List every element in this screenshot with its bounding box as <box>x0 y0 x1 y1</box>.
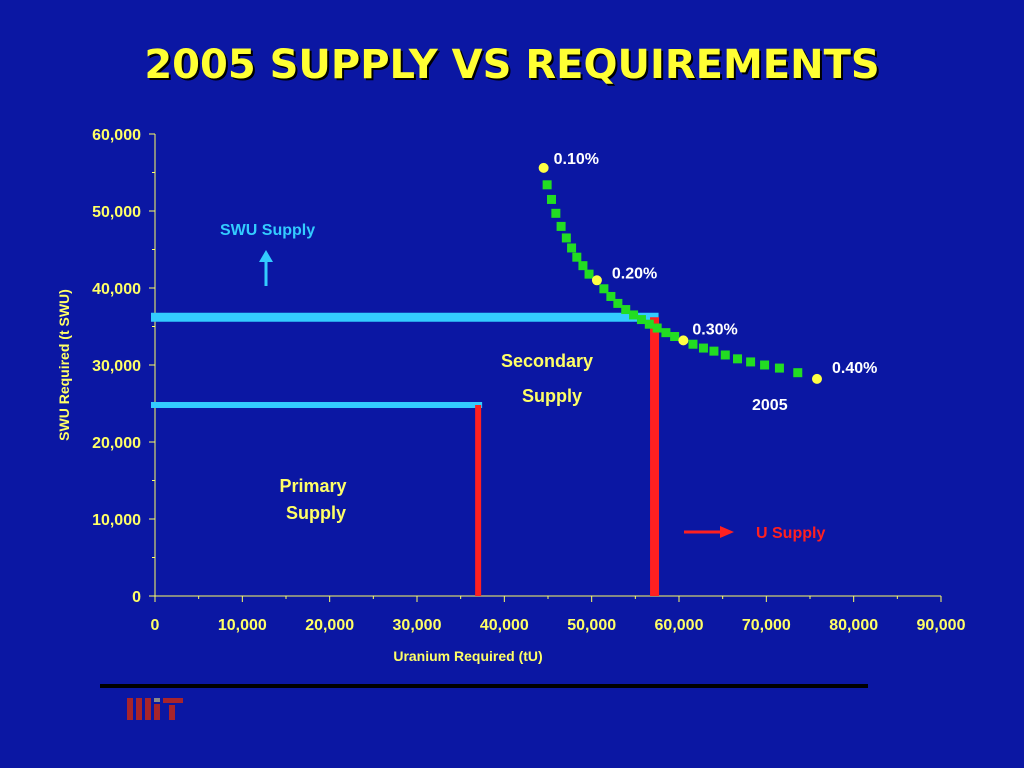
y-tick-label: 40,000 <box>92 281 141 298</box>
y-tick-label: 20,000 <box>92 435 141 452</box>
curve-point <box>670 332 680 342</box>
curve-point-label: 0.20% <box>612 265 657 282</box>
y-axis-title: SWU Required (t SWU) <box>56 289 72 441</box>
curve-point <box>733 354 743 364</box>
curve-point <box>551 208 561 218</box>
curve-labeled-point <box>538 162 549 173</box>
curve-point <box>572 252 582 262</box>
curve-point <box>793 368 803 378</box>
secondary-supply-label: Supply <box>522 386 582 406</box>
curve-point <box>746 357 756 367</box>
curve-point <box>636 315 646 325</box>
curve-point <box>599 284 609 294</box>
curve-point <box>613 298 623 308</box>
curve-point <box>578 261 588 271</box>
curve-point-label: 0.30% <box>692 321 737 338</box>
curve-point <box>760 360 770 370</box>
curve-point-label: 0.40% <box>832 360 877 377</box>
chart-annotations: 0.10% 0.20% 0.30% 0.40% 2005 Primary Supply Sec… <box>220 151 877 542</box>
arrow-up-icon <box>259 250 273 262</box>
curve-point <box>774 363 784 373</box>
primary-supply-label: Supply <box>286 503 346 523</box>
curve-point <box>720 350 730 360</box>
footer-rule <box>100 684 868 688</box>
x-tick-label: 20,000 <box>305 617 354 634</box>
slide-title: 2005 SUPPLY VS REQUIREMENTS <box>144 42 880 88</box>
curve-point <box>556 221 566 231</box>
curve-point <box>688 339 698 349</box>
curve-point <box>584 269 594 279</box>
x-tick-label: 10,000 <box>218 617 267 634</box>
curve-point <box>546 194 556 204</box>
mit-logo <box>127 698 183 720</box>
curve-point <box>644 319 654 329</box>
curve-point <box>698 343 708 353</box>
y-tick-label: 60,000 <box>92 127 141 144</box>
x-tick-label: 40,000 <box>480 617 529 634</box>
x-axis-title: Uranium Required (tU) <box>393 648 542 664</box>
y-tick-label: 30,000 <box>92 358 141 375</box>
curve-labeled-point <box>591 275 602 286</box>
y-tick-label: 50,000 <box>92 204 141 221</box>
curve-point <box>542 180 552 190</box>
curve-point <box>606 291 616 301</box>
chart-axes: 0 10,000 20,000 30,000 40,000 50,000 60,000 70,… <box>56 127 966 664</box>
primary-supply-label: Primary <box>279 476 346 496</box>
curve-point <box>629 310 639 320</box>
swu-supply-label: SWU Supply <box>220 222 315 239</box>
curve-point <box>652 323 662 333</box>
curve-year-label: 2005 <box>752 397 788 414</box>
curve-point-label: 0.10% <box>554 151 599 168</box>
x-tick-label: 0 <box>151 617 160 634</box>
x-tick-label: 80,000 <box>829 617 878 634</box>
curve-point <box>661 328 671 338</box>
curve-point <box>567 243 577 253</box>
curve-point <box>561 233 571 243</box>
x-tick-label: 50,000 <box>567 617 616 634</box>
y-tick-label: 0 <box>132 589 141 606</box>
x-tick-label: 60,000 <box>655 617 704 634</box>
x-tick-label: 90,000 <box>917 617 966 634</box>
secondary-supply-label: Secondary <box>501 351 593 371</box>
curve-labeled-point <box>811 373 822 384</box>
x-tick-label: 70,000 <box>742 617 791 634</box>
curve-labeled-point <box>678 335 689 346</box>
arrow-right-icon <box>720 526 734 538</box>
curve-point <box>621 305 631 315</box>
curve-point <box>709 346 719 356</box>
y-tick-label: 10,000 <box>92 512 141 529</box>
supply-lines <box>151 312 660 596</box>
requirement-curve <box>538 162 822 384</box>
x-tick-label: 30,000 <box>393 617 442 634</box>
u-supply-label: U Supply <box>756 525 825 542</box>
